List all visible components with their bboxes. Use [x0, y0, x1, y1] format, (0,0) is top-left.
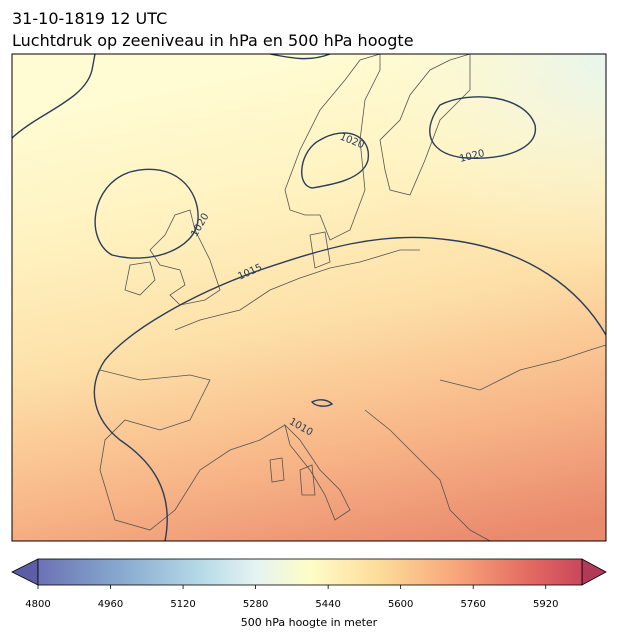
colorbar-tick-label: 5440 [315, 599, 340, 610]
colorbar-label: 500 hPa hoogte in meter [241, 616, 378, 629]
title-line: Luchtdruk op zeeniveau in hPa en 500 hPa… [12, 31, 414, 50]
map-frame [11, 53, 607, 542]
map: 1020 1020 1020 1015 1010 [12, 54, 606, 541]
coastlines [99, 54, 606, 541]
isobars [12, 54, 606, 541]
title-line: 31-10-1819 12 UTC [12, 9, 167, 28]
colorbar: 4800 4960 5120 5280 5440 5600 5760 5920 [11, 558, 607, 610]
colorbar-tick-label: 4960 [98, 599, 123, 610]
colorbar-bar [37, 558, 583, 586]
colorbar-tick-label: 5280 [243, 599, 268, 610]
height-field [12, 54, 606, 541]
colorbar-tick-label: 5760 [460, 599, 485, 610]
colorbar-tick-label: 5120 [170, 599, 195, 610]
colorbar-extend [581, 558, 607, 586]
colorbar-tick-label: 5920 [533, 599, 558, 610]
colorbar-tick-label: 5600 [388, 599, 413, 610]
colorbar-tick-label: 4800 [25, 599, 50, 610]
colorbar-extend [11, 558, 39, 586]
